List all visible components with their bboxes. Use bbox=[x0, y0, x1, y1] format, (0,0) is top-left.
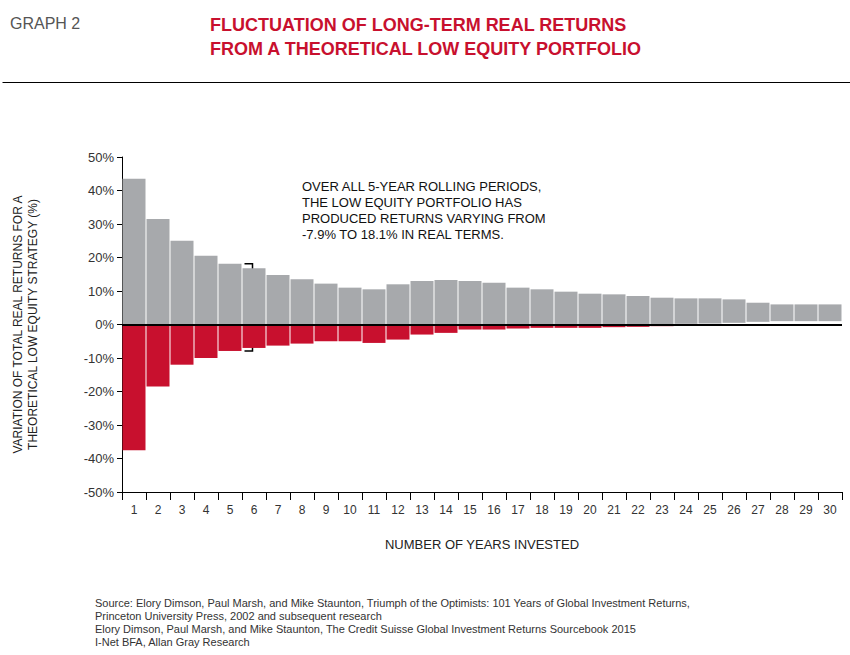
svg-text:10: 10 bbox=[343, 503, 357, 517]
svg-text:-7.9% TO 18.1% IN REAL TERMS.: -7.9% TO 18.1% IN REAL TERMS. bbox=[302, 227, 504, 242]
svg-text:2: 2 bbox=[155, 503, 162, 517]
svg-text:12: 12 bbox=[391, 503, 405, 517]
svg-text:28: 28 bbox=[775, 503, 789, 517]
svg-text:-20%: -20% bbox=[84, 384, 115, 399]
svg-text:-30%: -30% bbox=[84, 418, 115, 433]
svg-text:Elory Dimson, Paul Marsh, and: Elory Dimson, Paul Marsh, and Mike Staun… bbox=[95, 623, 636, 635]
svg-text:29: 29 bbox=[799, 503, 813, 517]
svg-text:13: 13 bbox=[415, 503, 429, 517]
svg-text:THE LOW EQUITY PORTFOLIO HAS: THE LOW EQUITY PORTFOLIO HAS bbox=[302, 195, 522, 210]
svg-text:27: 27 bbox=[751, 503, 765, 517]
svg-text:23: 23 bbox=[655, 503, 669, 517]
svg-text:26: 26 bbox=[727, 503, 741, 517]
svg-text:17: 17 bbox=[511, 503, 525, 517]
svg-text:24: 24 bbox=[679, 503, 693, 517]
svg-text:GRAPH 2: GRAPH 2 bbox=[10, 15, 80, 32]
svg-text:Princeton University Press, 20: Princeton University Press, 2002 and sub… bbox=[95, 610, 382, 622]
svg-text:-50%: -50% bbox=[84, 485, 115, 500]
svg-text:OVER ALL 5-YEAR ROLLING PERIOD: OVER ALL 5-YEAR ROLLING PERIODS, bbox=[302, 179, 541, 194]
svg-text:9: 9 bbox=[323, 503, 330, 517]
svg-text:15: 15 bbox=[463, 503, 477, 517]
svg-text:1: 1 bbox=[131, 503, 138, 517]
svg-text:NUMBER OF YEARS INVESTED: NUMBER OF YEARS INVESTED bbox=[385, 537, 579, 552]
svg-text:30%: 30% bbox=[88, 217, 114, 232]
svg-text:Source: Elory Dimson, Paul Mar: Source: Elory Dimson, Paul Marsh, and Mi… bbox=[95, 597, 690, 609]
svg-text:6: 6 bbox=[251, 503, 258, 517]
svg-text:19: 19 bbox=[559, 503, 573, 517]
svg-text:8: 8 bbox=[299, 503, 306, 517]
svg-text:I-Net BFA, Allan Gray Research: I-Net BFA, Allan Gray Research bbox=[95, 636, 250, 648]
svg-text:14: 14 bbox=[439, 503, 453, 517]
svg-text:50%: 50% bbox=[88, 150, 114, 165]
svg-text:FROM A THEORETICAL LOW EQUITY: FROM A THEORETICAL LOW EQUITY PORTFOLIO bbox=[210, 39, 641, 59]
svg-text:-10%: -10% bbox=[84, 351, 115, 366]
svg-text:18: 18 bbox=[535, 503, 549, 517]
svg-text:THEORETICAL LOW EQUITY STRATEG: THEORETICAL LOW EQUITY STRATEGY (%) bbox=[26, 199, 40, 450]
svg-text:4: 4 bbox=[203, 503, 210, 517]
svg-text:20%: 20% bbox=[88, 250, 114, 265]
svg-text:FLUCTUATION OF LONG-TERM REAL: FLUCTUATION OF LONG-TERM REAL RETURNS bbox=[210, 15, 626, 35]
svg-text:0%: 0% bbox=[95, 317, 114, 332]
svg-text:22: 22 bbox=[631, 503, 645, 517]
svg-text:16: 16 bbox=[487, 503, 501, 517]
svg-text:-40%: -40% bbox=[84, 451, 115, 466]
svg-text:20: 20 bbox=[583, 503, 597, 517]
svg-text:21: 21 bbox=[607, 503, 621, 517]
svg-text:PRODUCED RETURNS VARYING FROM: PRODUCED RETURNS VARYING FROM bbox=[302, 211, 546, 226]
svg-text:11: 11 bbox=[368, 503, 381, 517]
svg-text:3: 3 bbox=[179, 503, 186, 517]
svg-text:40%: 40% bbox=[88, 183, 114, 198]
svg-text:7: 7 bbox=[275, 503, 282, 517]
svg-text:10%: 10% bbox=[88, 284, 114, 299]
svg-text:VARIATION OF TOTAL REAL RETURN: VARIATION OF TOTAL REAL RETURNS FOR A bbox=[11, 195, 25, 453]
svg-text:30: 30 bbox=[823, 503, 837, 517]
svg-text:5: 5 bbox=[227, 503, 234, 517]
svg-text:25: 25 bbox=[703, 503, 717, 517]
